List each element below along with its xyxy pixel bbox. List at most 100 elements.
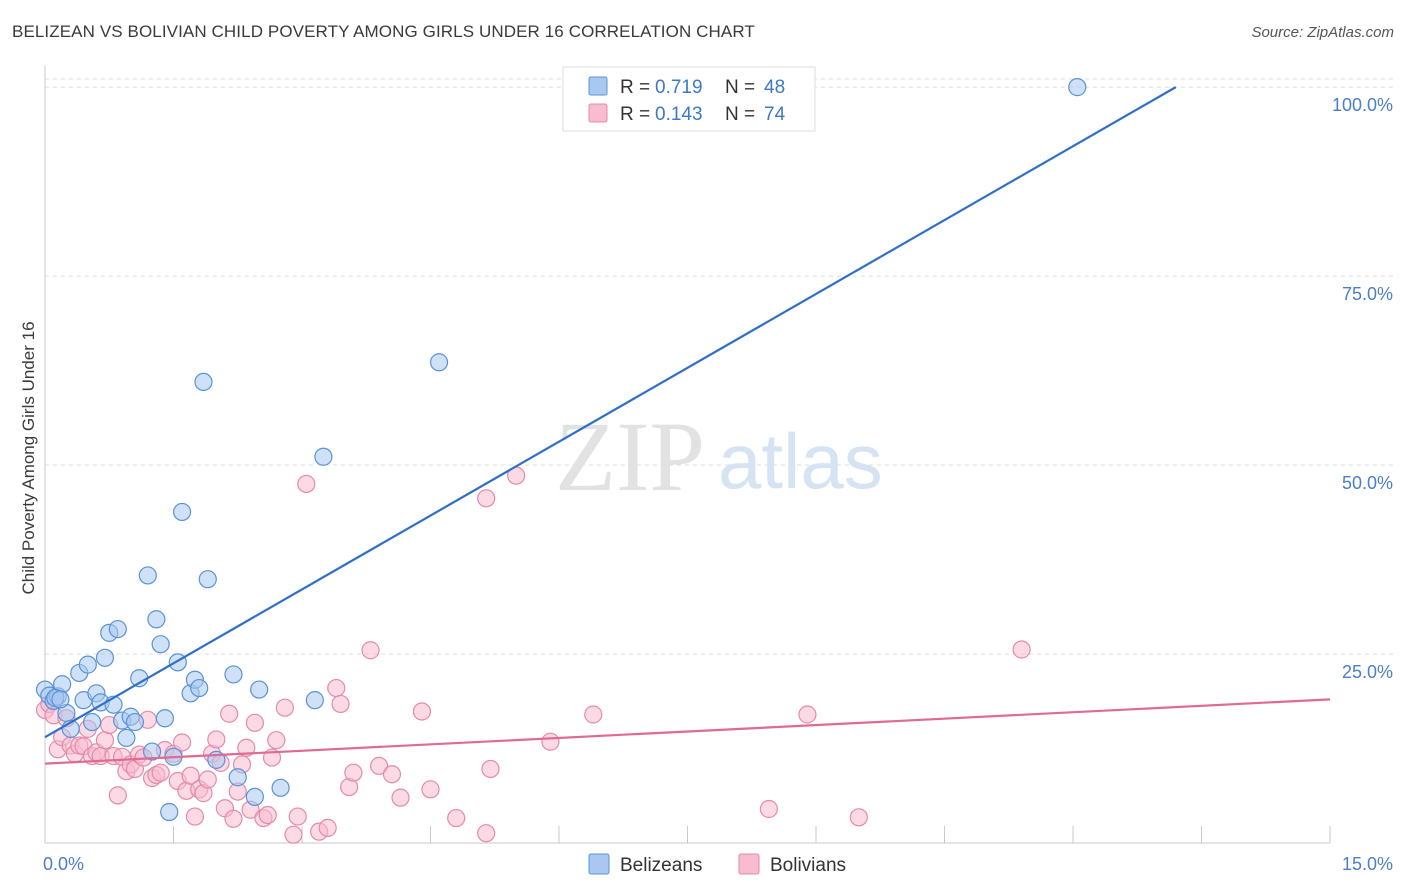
bolivian-point <box>541 732 560 751</box>
y-tick-label: 75.0% <box>1342 284 1393 304</box>
series-legend: Belizeans Bolivians <box>588 853 846 876</box>
bolivians-points <box>35 466 1031 844</box>
belizean-point <box>160 802 179 822</box>
bolivian-point <box>477 824 496 843</box>
legend-r-value-belizeans: 0.719 <box>655 77 703 98</box>
belizean-point <box>228 768 247 787</box>
belizean-point <box>305 691 324 710</box>
bolivian-point <box>275 698 294 717</box>
belizean-point <box>194 372 213 392</box>
belizean-point <box>108 619 127 639</box>
bolivian-point <box>391 788 410 807</box>
bolivian-point <box>108 786 127 805</box>
bolivian-point <box>849 808 868 827</box>
bolivian-point <box>220 704 239 723</box>
bolivian-point <box>267 731 286 750</box>
bolivian-point <box>151 763 170 782</box>
x-tick-labels: 0.0% 15.0% <box>43 854 1393 874</box>
belizean-point <box>142 742 162 761</box>
belizean-point <box>271 778 290 797</box>
bolivian-point <box>421 780 440 799</box>
source-credit: Source: ZipAtlas.com <box>1251 24 1394 41</box>
legend-n-value-belizeans: 48 <box>764 77 785 98</box>
bolivian-point <box>318 818 337 837</box>
bolivian-point <box>447 808 466 828</box>
series-legend-label-bolivians: Bolivians <box>770 855 846 876</box>
legend-swatch-belizeans <box>588 76 608 96</box>
belizean-point <box>78 655 97 674</box>
bolivian-point <box>198 770 217 789</box>
bolivian-point <box>798 705 817 724</box>
bolivian-point <box>412 702 432 721</box>
belizean-point <box>147 610 166 629</box>
belizean-point <box>245 787 264 806</box>
grid-lines <box>45 78 1395 655</box>
x-tick-label: 0.0% <box>43 854 84 874</box>
bolivian-point <box>382 765 402 784</box>
bolivian-point <box>344 763 363 782</box>
bolivian-point <box>327 678 346 698</box>
belizean-point <box>250 680 269 699</box>
legend-n-label-belizeans: N = <box>725 77 755 98</box>
belizean-point <box>224 665 243 684</box>
stats-legend: R = 0.719 N = 48 R = 0.143 N = 74 <box>562 66 816 132</box>
legend-swatch-bolivians <box>588 103 608 123</box>
series-legend-swatch-belizeans <box>588 853 610 875</box>
belizean-point <box>190 678 209 698</box>
belizean-point <box>138 566 157 585</box>
belizean-point <box>83 712 102 732</box>
bolivian-point <box>172 733 192 752</box>
belizean-point <box>314 447 333 466</box>
bolivian-point <box>284 825 303 844</box>
belizean-point <box>151 635 170 654</box>
watermark: ZIP atlas <box>555 401 883 512</box>
y-tick-label: 50.0% <box>1342 473 1393 493</box>
bolivian-point <box>370 756 389 776</box>
belizean-point <box>198 570 217 589</box>
bolivian-point <box>331 694 350 714</box>
bolivian-point <box>245 713 264 732</box>
bolivian-point <box>207 730 226 749</box>
x-tick-label: 15.0% <box>1342 854 1393 874</box>
bolivian-point <box>288 807 307 826</box>
bolivians-trend-line <box>44 698 1331 765</box>
legend-r-label-belizeans: R = <box>620 77 650 98</box>
bolivian-point <box>584 705 603 724</box>
belizeans-trend-line <box>44 86 1177 739</box>
chart-title: BELIZEAN VS BOLIVIAN CHILD POVERTY AMONG… <box>12 22 755 41</box>
belizean-point <box>1068 78 1087 97</box>
bolivian-point <box>95 731 115 750</box>
bolivian-point <box>361 641 380 660</box>
watermark-zip: ZIP <box>555 401 705 512</box>
y-tick-label: 25.0% <box>1342 662 1393 682</box>
bolivian-point <box>477 489 496 508</box>
axes <box>44 66 1331 844</box>
bolivian-point <box>237 738 256 757</box>
legend-r-label-bolivians: R = <box>620 104 650 125</box>
bolivian-point <box>181 766 200 785</box>
legend-r-value-bolivians: 0.143 <box>655 104 703 125</box>
belizean-point <box>429 353 449 372</box>
belizean-point <box>155 709 175 728</box>
belizean-point <box>95 648 115 667</box>
series-legend-swatch-bolivians <box>738 853 760 875</box>
bolivian-point <box>185 807 205 826</box>
y-tick-labels: 25.0% 50.0% 75.0% 100.0% <box>1332 95 1393 682</box>
bolivian-point <box>224 809 243 828</box>
bolivian-point <box>297 474 316 494</box>
belizean-point <box>172 502 192 522</box>
bolivian-point <box>481 759 500 779</box>
series-legend-label-belizeans: Belizeans <box>620 855 702 876</box>
legend-n-label-bolivians: N = <box>725 104 755 125</box>
belizean-point <box>51 690 70 709</box>
legend-n-value-bolivians: 74 <box>764 104 786 125</box>
bolivian-point <box>1012 640 1031 659</box>
belizean-point <box>117 728 136 748</box>
bolivian-point <box>258 805 277 825</box>
belizean-point <box>125 712 145 732</box>
bolivian-point <box>759 799 778 819</box>
watermark-atlas: atlas <box>718 417 883 505</box>
y-tick-label: 100.0% <box>1332 95 1393 115</box>
y-axis-label: Child Poverty Among Girls Under 16 <box>19 321 38 594</box>
